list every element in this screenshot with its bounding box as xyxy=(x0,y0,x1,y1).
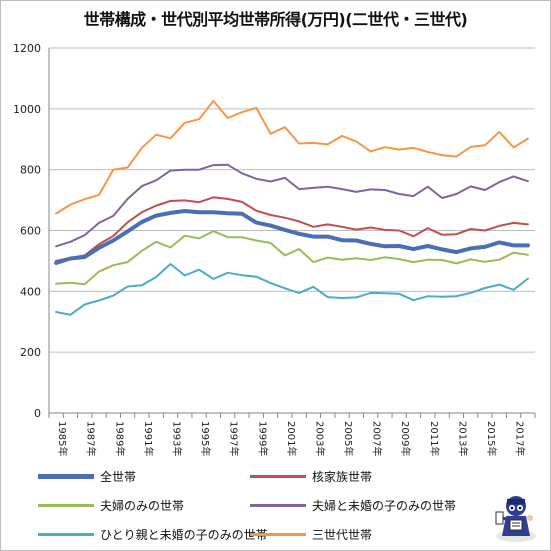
x-tick-label: 2017年 xyxy=(514,421,527,456)
series-line-5 xyxy=(55,99,529,215)
x-tick-label: 2011年 xyxy=(428,421,441,456)
legend-swatch xyxy=(38,532,94,536)
legend-label: 夫婦のみの世帯 xyxy=(100,498,185,513)
x-tick-label: 1989年 xyxy=(113,421,126,456)
x-tick-label: 2001年 xyxy=(285,421,298,456)
legend-label: 三世代世帯 xyxy=(312,527,373,542)
series-lines xyxy=(54,99,530,316)
chart-title: 世帯構成・世代別平均世帯所得(万円)(二世代・三世代) xyxy=(83,10,468,29)
series-line-0 xyxy=(54,209,530,265)
x-tick-label: 1999年 xyxy=(256,421,269,456)
legend-swatch xyxy=(38,503,94,507)
x-tick-label: 1997年 xyxy=(228,421,241,456)
legend-label: 核家族世帯 xyxy=(312,469,373,484)
reporter-mascot-icon xyxy=(495,496,536,542)
y-tick-label: 600 xyxy=(20,225,41,238)
legend: 全世帯 核家族世帯夫婦のみの世帯 夫婦と未婚の子のみの世帯ひとり親と未婚の子のみの世… xyxy=(38,466,508,546)
x-tick-label: 2005年 xyxy=(342,421,355,456)
y-tick-label: 1000 xyxy=(13,103,41,116)
y-tick-label: 800 xyxy=(20,164,41,177)
series-line-4 xyxy=(55,263,529,316)
x-tick-label: 1987年 xyxy=(85,421,98,456)
series-line-2 xyxy=(55,230,529,286)
legend-item: 核家族世帯 xyxy=(250,466,372,486)
y-tick-label: 0 xyxy=(34,407,41,420)
legend-swatch xyxy=(250,474,306,478)
legend-item: 全世帯 xyxy=(38,466,136,486)
y-tick-label: 200 xyxy=(20,346,41,359)
x-tick-label: 1985年 xyxy=(56,421,69,456)
legend-label: 夫婦と未婚の子のみの世帯 xyxy=(312,498,457,513)
x-tick-label: 2015年 xyxy=(485,421,498,456)
legend-item: 三世代世帯 xyxy=(250,524,372,544)
legend-item: 夫婦のみの世帯 xyxy=(38,495,184,515)
series-line-1 xyxy=(55,196,529,262)
legend-label: 全世帯 xyxy=(100,469,137,484)
x-tick-label: 1991年 xyxy=(142,421,155,456)
series-line-3 xyxy=(55,163,529,248)
legend-item: ひとり親と未婚の子のみの世帯 xyxy=(38,524,268,544)
y-tick-label: 400 xyxy=(20,285,41,298)
x-tick-label: 2007年 xyxy=(371,421,384,456)
x-tick-label: 1995年 xyxy=(199,421,212,456)
gridlines xyxy=(49,47,535,353)
legend-label: ひとり親と未婚の子のみの世帯 xyxy=(100,527,268,542)
legend-item: 夫婦と未婚の子のみの世帯 xyxy=(250,495,456,515)
legend-swatch xyxy=(38,473,94,479)
x-tick-label: 1993年 xyxy=(171,421,184,456)
x-tick-label: 2003年 xyxy=(313,421,326,456)
x-tick-label: 2009年 xyxy=(399,421,412,456)
legend-swatch xyxy=(250,532,306,536)
axes: 0 200 400 600 800 1000 1200 1985年 1987年 1989年 1991… xyxy=(13,42,536,456)
x-tick-label: 2013年 xyxy=(456,421,469,456)
legend-swatch xyxy=(250,503,306,507)
y-tick-label: 1200 xyxy=(13,42,41,55)
